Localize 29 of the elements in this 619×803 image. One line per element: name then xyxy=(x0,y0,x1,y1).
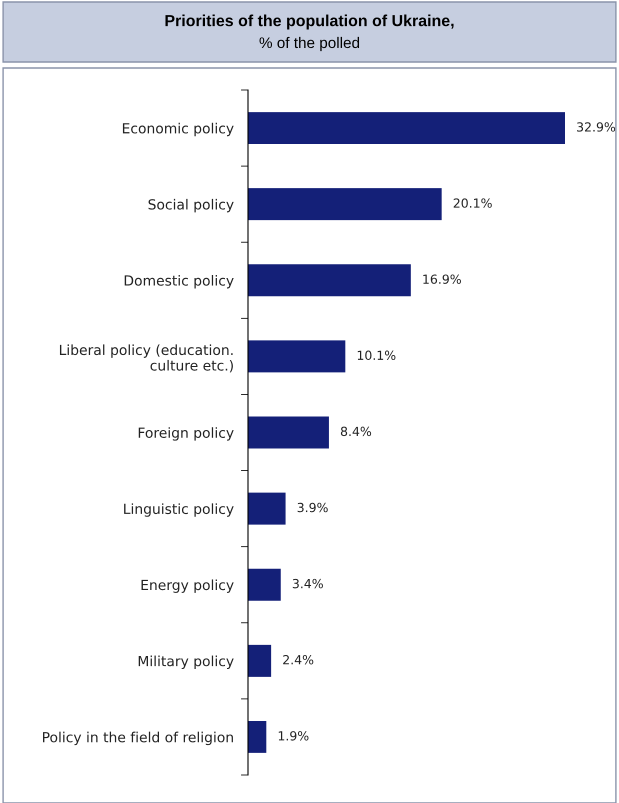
y-tick-label: Linguistic policy xyxy=(124,503,234,517)
y-tick-label: Policy in the field of religion xyxy=(43,732,233,746)
data-label: 1.9% xyxy=(278,731,308,741)
data-label: 20.1% xyxy=(454,198,492,208)
y-tick-label: Domestic policy xyxy=(124,275,234,288)
data-label: 10.1% xyxy=(358,350,396,360)
data-label: 3.9% xyxy=(298,502,328,512)
data-label: 3.4% xyxy=(292,578,323,588)
bar xyxy=(248,492,286,525)
data-label: 32.9% xyxy=(577,122,616,132)
data-label: 16.9% xyxy=(423,274,461,284)
y-tick-label: Energy policy xyxy=(142,579,234,593)
bar xyxy=(248,416,329,448)
y-tick-label: Military policy xyxy=(138,656,234,669)
bar xyxy=(248,644,272,677)
chart-title: Priorities of the population of Ukraine, xyxy=(165,14,454,30)
bar xyxy=(248,720,266,753)
bar xyxy=(248,112,565,144)
bar xyxy=(248,264,411,296)
data-label: 8.4% xyxy=(340,426,372,436)
y-tick-label: Liberal policy (education. culture etc.) xyxy=(60,344,233,372)
y-tick-label: Social policy xyxy=(148,198,234,212)
y-tick-label: Foreign policy xyxy=(138,427,234,441)
bar xyxy=(248,340,346,372)
y-tick-label: Economic policy xyxy=(122,122,234,136)
bar xyxy=(248,568,281,601)
chart-subtitle: % of the polled xyxy=(260,36,360,52)
bar xyxy=(248,188,442,220)
data-label: 2.4% xyxy=(283,655,314,664)
